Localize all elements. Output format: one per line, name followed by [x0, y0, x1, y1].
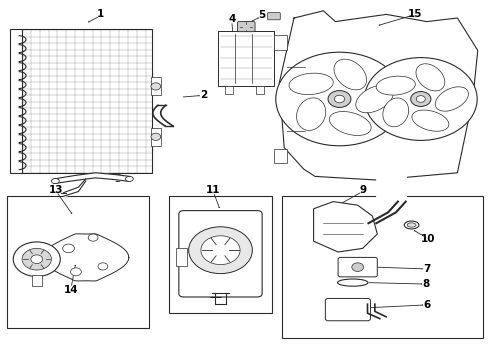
- Circle shape: [63, 244, 74, 253]
- Bar: [274, 149, 287, 163]
- Ellipse shape: [125, 176, 133, 181]
- FancyBboxPatch shape: [338, 257, 377, 277]
- Text: 9: 9: [359, 185, 366, 195]
- Polygon shape: [314, 202, 377, 252]
- Ellipse shape: [51, 179, 59, 184]
- Circle shape: [189, 227, 252, 274]
- Circle shape: [411, 91, 431, 107]
- Ellipse shape: [356, 85, 393, 113]
- Bar: [10, 29, 22, 173]
- Bar: [22, 29, 152, 173]
- Text: 13: 13: [49, 185, 64, 195]
- FancyBboxPatch shape: [325, 298, 370, 321]
- Circle shape: [334, 95, 344, 103]
- Text: 4: 4: [228, 14, 236, 24]
- Circle shape: [98, 263, 108, 270]
- FancyBboxPatch shape: [179, 211, 262, 297]
- Text: 10: 10: [420, 234, 435, 244]
- Ellipse shape: [296, 98, 326, 130]
- FancyBboxPatch shape: [268, 13, 280, 20]
- Bar: [225, 86, 233, 94]
- Text: 1: 1: [97, 9, 104, 19]
- Ellipse shape: [407, 223, 416, 227]
- Bar: [151, 77, 161, 95]
- Circle shape: [276, 52, 403, 146]
- Ellipse shape: [404, 221, 419, 229]
- Circle shape: [365, 58, 477, 140]
- Circle shape: [13, 242, 60, 276]
- Circle shape: [22, 248, 51, 270]
- Ellipse shape: [416, 64, 445, 91]
- Text: 15: 15: [408, 9, 422, 19]
- FancyBboxPatch shape: [238, 22, 255, 32]
- Ellipse shape: [376, 76, 416, 95]
- Ellipse shape: [412, 110, 449, 131]
- Text: 3: 3: [114, 174, 121, 184]
- Bar: [176, 248, 187, 266]
- Ellipse shape: [383, 98, 409, 127]
- Text: 5: 5: [259, 10, 266, 20]
- Ellipse shape: [334, 59, 367, 90]
- Ellipse shape: [435, 87, 468, 111]
- Circle shape: [151, 83, 161, 90]
- Circle shape: [31, 255, 43, 264]
- Circle shape: [416, 96, 425, 102]
- Ellipse shape: [289, 73, 333, 95]
- Ellipse shape: [338, 279, 368, 286]
- Circle shape: [71, 268, 81, 276]
- Text: 11: 11: [206, 185, 220, 195]
- Bar: [32, 275, 42, 286]
- Circle shape: [201, 236, 240, 265]
- Text: 12: 12: [208, 290, 223, 300]
- Text: 7: 7: [423, 264, 431, 274]
- Bar: [7, 196, 149, 328]
- Bar: [256, 86, 264, 94]
- Circle shape: [328, 91, 351, 107]
- Bar: [218, 31, 274, 86]
- Bar: [169, 196, 272, 313]
- Ellipse shape: [329, 112, 371, 135]
- Text: 2: 2: [200, 90, 207, 100]
- Circle shape: [151, 133, 161, 140]
- Bar: [274, 35, 287, 50]
- Bar: [151, 128, 161, 146]
- Circle shape: [88, 234, 98, 241]
- Text: 14: 14: [64, 285, 78, 295]
- Text: 8: 8: [423, 279, 430, 289]
- Text: 6: 6: [424, 300, 431, 310]
- Circle shape: [352, 263, 364, 271]
- Bar: [282, 196, 483, 338]
